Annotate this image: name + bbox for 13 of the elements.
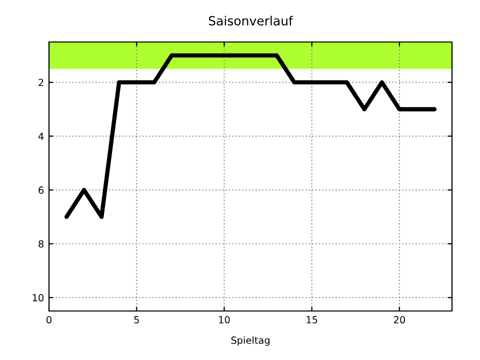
x-tick-label: 10 (219, 316, 230, 324)
x-tick-label: 20 (394, 316, 405, 324)
y-tick-label: 2 (38, 78, 44, 86)
y-tick-label: 4 (38, 132, 44, 140)
line-series (64, 53, 437, 219)
x-tick-label: 0 (46, 316, 52, 324)
chart-title: Saisonverlauf (208, 16, 294, 26)
x-tick-label: 15 (306, 316, 318, 324)
y-tick-label: 8 (38, 240, 44, 248)
y-tick-label: 10 (32, 294, 44, 302)
y-tick-label: 6 (38, 186, 44, 194)
x-axis-title: Spieltag (231, 336, 270, 346)
x-tick-label: 5 (134, 316, 139, 324)
